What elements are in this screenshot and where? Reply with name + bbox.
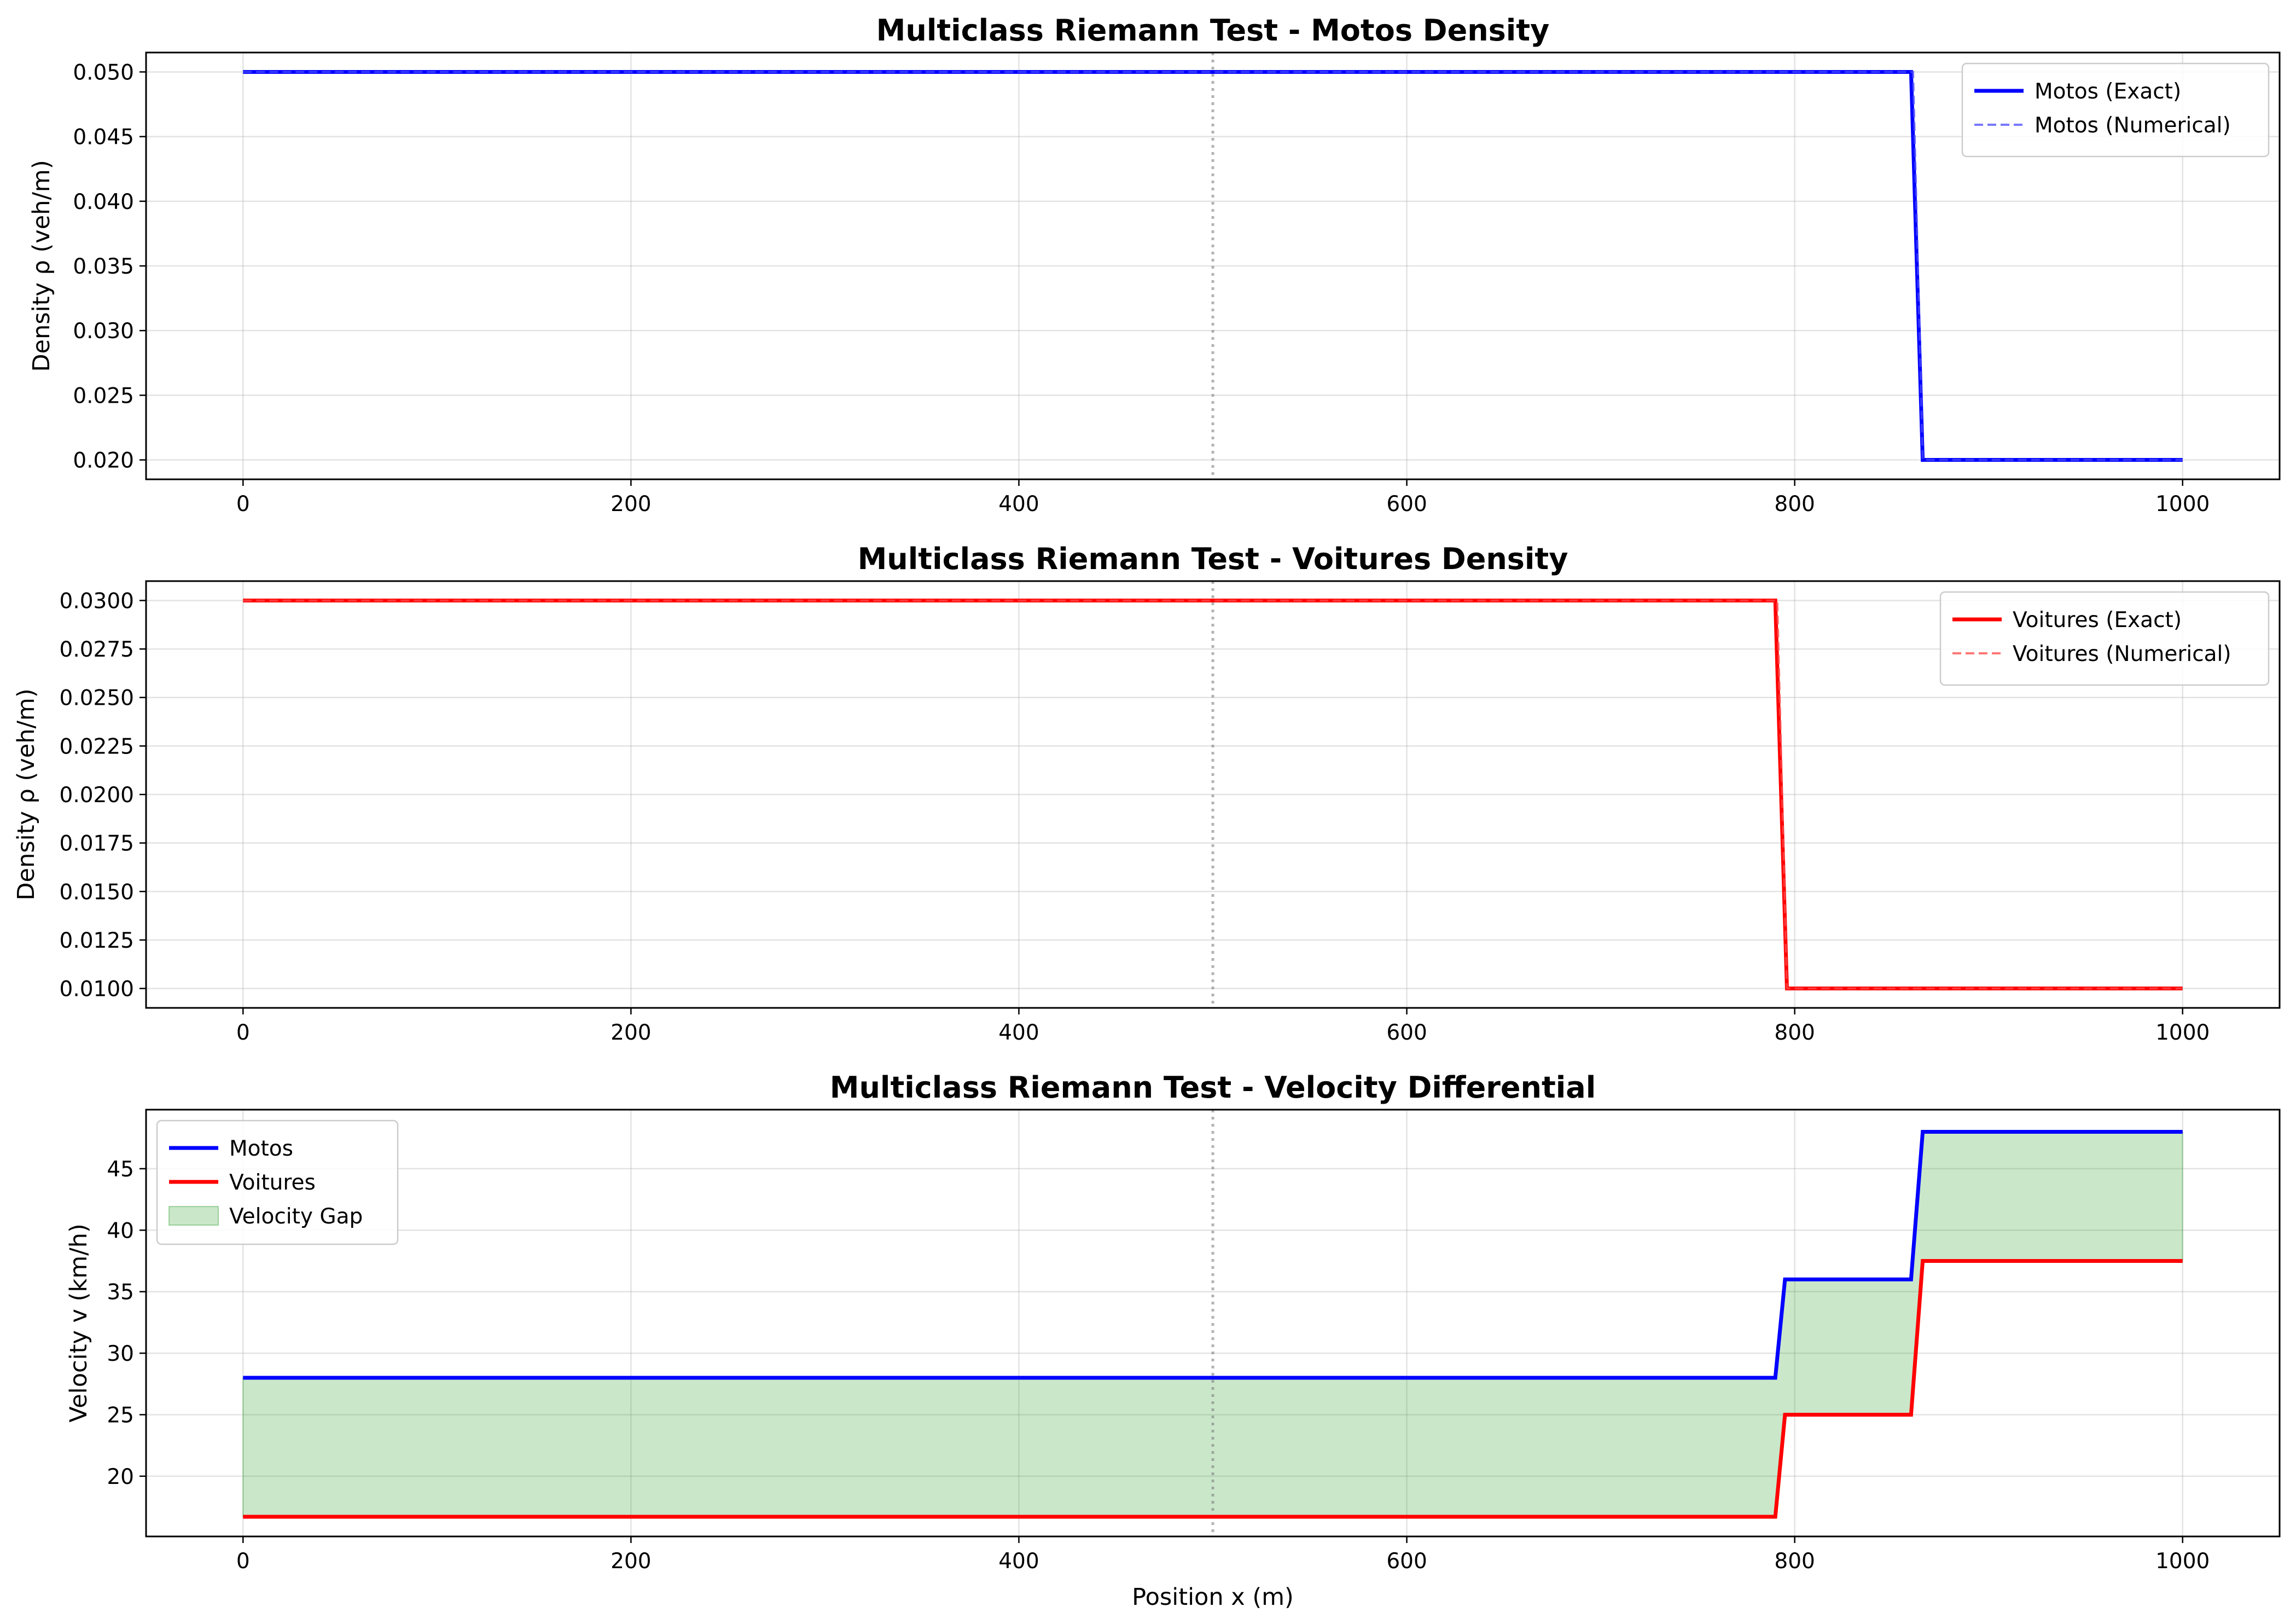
x-tick-label: 400: [998, 1020, 1039, 1045]
y-tick-label: 35: [107, 1280, 134, 1305]
legend-label: Motos (Numerical): [2035, 113, 2231, 138]
y-tick-label: 0.0125: [60, 929, 134, 953]
x-axis-label: Position x (m): [1132, 1584, 1294, 1611]
legend-box: [156, 1120, 399, 1245]
voitures-density-panel: 0 200 400 600 800 1000 0.0100 0.0125 0.0150 0.017…: [13, 542, 2281, 1045]
legend-box: [1939, 591, 2270, 686]
series-line-1: [243, 1129, 2183, 1380]
chart-title: Multiclass Riemann Test - Motos Density: [876, 13, 1550, 48]
legend: Motos Voitures Velocity Gap: [156, 1120, 399, 1245]
x-tick-label: 1000: [2155, 492, 2210, 517]
y-tick-label: 30: [107, 1342, 134, 1366]
y-tick-label: 45: [107, 1157, 134, 1182]
legend-label: Voitures (Numerical): [2013, 642, 2231, 666]
y-tick-label: 0.045: [73, 125, 134, 150]
legend-label: Voitures (Exact): [2013, 608, 2182, 633]
x-tick-label: 600: [1386, 1549, 1427, 1574]
x-tick-label: 0: [236, 1020, 250, 1045]
legend: Voitures (Exact) Voitures (Numerical): [1939, 591, 2270, 686]
legend-box: [1961, 62, 2270, 158]
x-tick-label: 800: [1774, 492, 1815, 517]
y-tick-label: 0.0100: [60, 977, 134, 1002]
y-tick-label: 0.0225: [60, 734, 134, 759]
legend: Motos (Exact) Motos (Numerical): [1961, 62, 2270, 158]
y-tick-label: 25: [107, 1403, 134, 1428]
series-line-2: [243, 71, 2183, 461]
x-tick-label: 400: [998, 492, 1039, 517]
y-tick-label: 0.020: [73, 449, 134, 473]
x-tick-label: 800: [1774, 1549, 1815, 1574]
y-tick-label: 0.040: [73, 190, 134, 214]
y-tick-label: 0.050: [73, 60, 134, 85]
y-axis-label: Density ρ (veh/m): [28, 160, 55, 372]
x-tick-label: 1000: [2155, 1549, 2210, 1574]
y-tick-label: 0.0150: [60, 880, 134, 904]
y-axis-label: Velocity v (km/h): [65, 1223, 92, 1423]
legend-label: Velocity Gap: [229, 1204, 363, 1229]
x-tick-label: 0: [236, 1549, 250, 1574]
x-tick-label: 200: [611, 1020, 651, 1045]
y-axis-label: Density ρ (veh/m): [13, 688, 40, 900]
y-tick-label: 0.0250: [60, 686, 134, 711]
y-tick-label: 0.0200: [60, 783, 134, 808]
x-tick-label: 200: [611, 1549, 651, 1574]
y-tick-label: 0.035: [73, 254, 134, 279]
legend-label: Motos: [229, 1136, 293, 1161]
axes-frame: [145, 1109, 2281, 1538]
x-tick-label: 400: [998, 1549, 1039, 1574]
x-tick-label: 200: [611, 492, 651, 517]
x-tick-label: 800: [1774, 1020, 1815, 1045]
y-tick-label: 0.025: [73, 384, 134, 408]
chart-title: Multiclass Riemann Test - Velocity Diffe…: [830, 1070, 1596, 1105]
legend-label: Motos (Exact): [2035, 79, 2181, 104]
y-tick-label: 0.030: [73, 319, 134, 344]
y-tick-label: 0.0275: [60, 637, 134, 662]
chart-title: Multiclass Riemann Test - Voitures Densi…: [858, 542, 1568, 576]
y-tick-label: 0.0300: [60, 589, 134, 613]
y-tick-label: 40: [107, 1219, 134, 1243]
velocity-differential-panel: 0 200 400 600 800 1000 20 25 30 35 40 45 Multiclass …: [65, 1070, 2281, 1611]
motos-density-panel: 0 200 400 600 800 1000 0.020 0.025 0.030 0.035 0.0…: [28, 13, 2281, 517]
legend-patch-swatch: [168, 1206, 219, 1226]
y-tick-label: 0.0175: [60, 832, 134, 856]
y-tick-label: 20: [107, 1465, 134, 1489]
x-tick-label: 600: [1386, 1020, 1427, 1045]
x-tick-label: 0: [236, 492, 250, 517]
x-tick-label: 1000: [2155, 1020, 2210, 1045]
series-line-2: [243, 1258, 2183, 1519]
series-line-2: [243, 599, 2183, 990]
legend-label: Voitures: [229, 1170, 316, 1195]
x-tick-label: 600: [1386, 492, 1427, 517]
